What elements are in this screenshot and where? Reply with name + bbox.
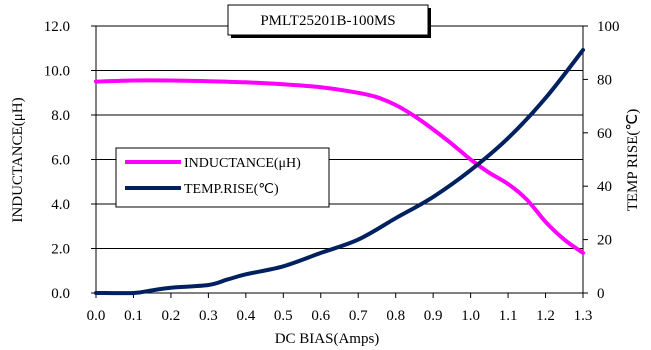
- left-tick-label: 10.0: [44, 64, 70, 80]
- x-tick-label: 1.0: [461, 308, 480, 324]
- right-tick-label: 40: [597, 179, 612, 195]
- x-tick-label: 0.3: [199, 308, 218, 324]
- x-axis-ticks: 0.0 0.1 0.2 0.3 0.4 0.5 0.6 0.7 0.8 0.9 1.0 1.1 1.2 1…: [87, 293, 593, 324]
- left-tick-label: 0.0: [51, 286, 70, 302]
- x-tick-label: 1.2: [536, 308, 555, 324]
- left-tick-label: 8.0: [51, 108, 70, 124]
- temp-rise-series-line: [94, 48, 585, 296]
- x-tick-label: 0.5: [274, 308, 293, 324]
- x-tick-label: 0.7: [349, 308, 368, 324]
- chart-title: PMLT25201B-100MS: [260, 13, 395, 29]
- series-lines: [94, 48, 585, 296]
- x-tick-label: 0.8: [386, 308, 405, 324]
- left-tick-label: 6.0: [51, 153, 70, 169]
- chart-title-box: PMLT25201B-100MS: [227, 4, 431, 38]
- left-tick-label: 4.0: [51, 197, 70, 213]
- x-tick-label: 1.1: [499, 308, 518, 324]
- x-tick-label: 0.2: [162, 308, 181, 324]
- x-tick-label: 0.1: [124, 308, 143, 324]
- x-tick-label: 0.9: [424, 308, 443, 324]
- right-tick-label: 0: [597, 286, 605, 302]
- x-tick-label: 0.0: [87, 308, 106, 324]
- legend-label-temp-rise: TEMP.RISE(℃): [184, 182, 279, 197]
- x-tick-label: 0.6: [311, 308, 330, 324]
- title-box: [227, 4, 429, 36]
- right-y-axis-label: TEMP RISE(℃): [625, 109, 641, 212]
- legend: INDUCTANCE(μH) TEMP.RISE(℃): [115, 147, 330, 208]
- left-y-axis-label: INDUCTANCE(μH): [10, 97, 26, 222]
- right-tick-label: 20: [597, 233, 612, 249]
- x-tick-label: 0.4: [236, 308, 255, 324]
- inductance-series-line: [94, 78, 585, 255]
- left-axis-ticks: 0.0 2.0 4.0 6.0 8.0 10.0 12.0: [44, 19, 96, 302]
- left-tick-label: 2.0: [51, 242, 70, 258]
- right-tick-label: 60: [597, 126, 612, 142]
- left-tick-label: 12.0: [44, 19, 70, 35]
- right-axis-ticks: 0 20 40 60 80 100: [583, 19, 620, 302]
- right-tick-label: 80: [597, 72, 612, 88]
- x-axis-label: DC BIAS(Amps): [275, 331, 380, 347]
- legend-label-inductance: INDUCTANCE(μH): [184, 156, 301, 171]
- legend-box: [115, 147, 330, 208]
- right-tick-label: 100: [597, 19, 620, 35]
- x-tick-label: 1.3: [574, 308, 593, 324]
